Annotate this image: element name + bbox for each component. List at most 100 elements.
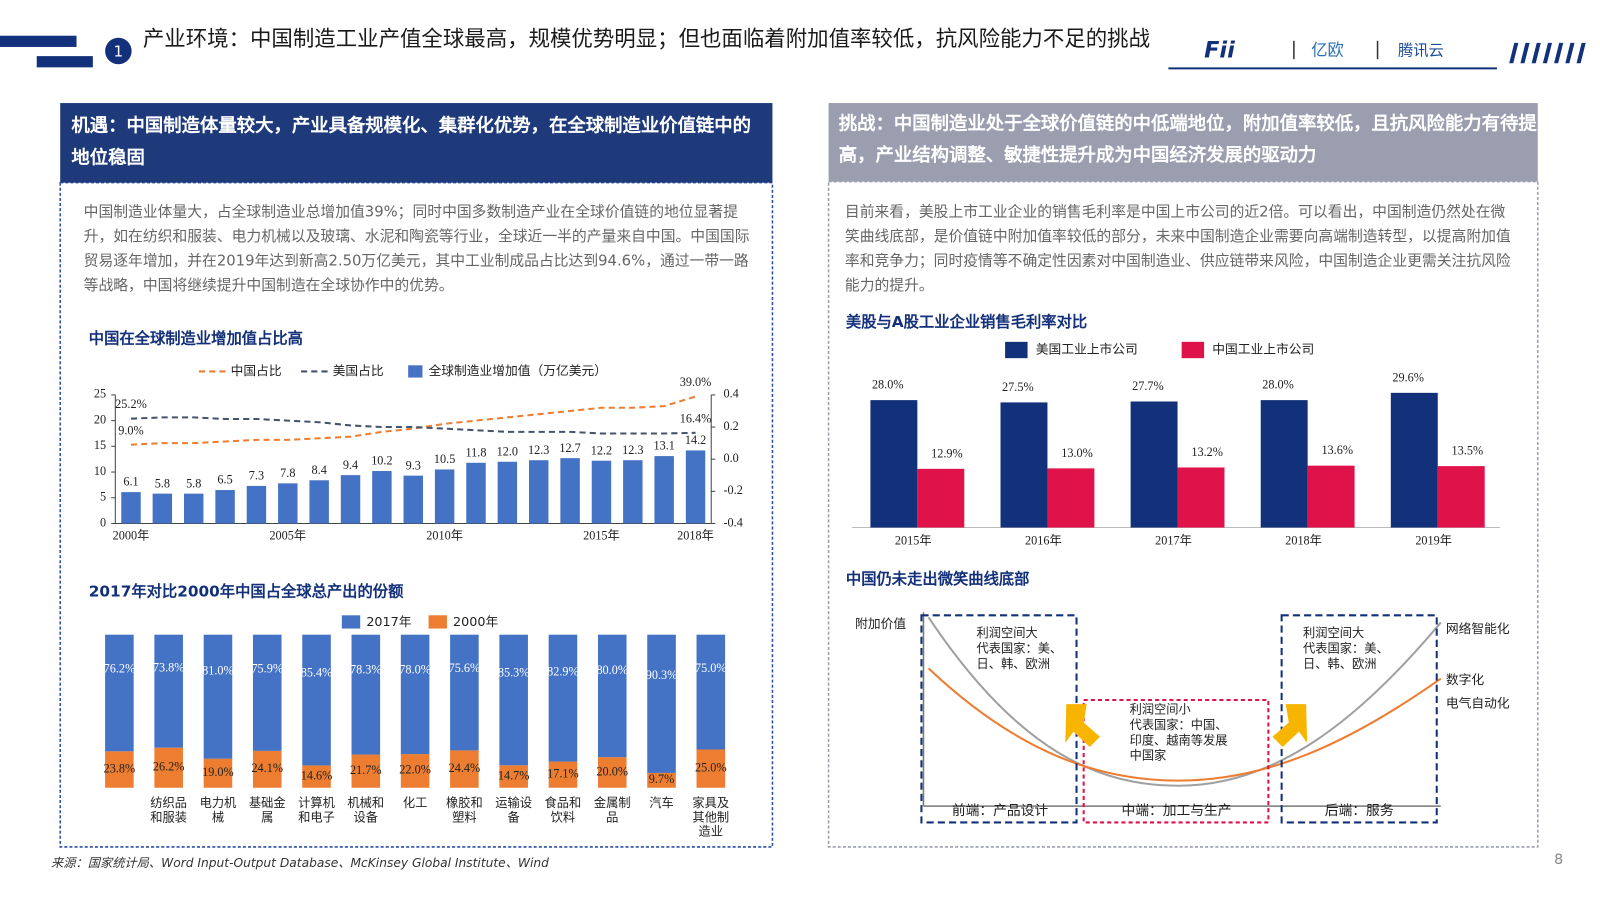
data-label: 25.0% xyxy=(695,760,727,774)
bar xyxy=(654,456,674,524)
legend-swatch xyxy=(408,365,423,378)
bar-segment xyxy=(696,749,726,788)
data-label: 13.2% xyxy=(1191,445,1223,459)
bar xyxy=(1000,402,1048,528)
legend-swatch xyxy=(341,615,361,629)
bar-segment xyxy=(548,761,578,788)
data-label: 90.3% xyxy=(646,668,678,682)
bar xyxy=(528,460,549,524)
x-tick-label: 家具及其他制造业 xyxy=(692,795,730,839)
bar xyxy=(434,469,455,524)
x-tick-label-box: 汽车 xyxy=(649,795,674,811)
legend-label: 中国工业上市公司 xyxy=(1212,342,1314,358)
data-label: 7.8 xyxy=(280,466,295,480)
data-label: 14.2 xyxy=(685,433,706,447)
bar xyxy=(215,490,235,524)
smile-curve xyxy=(927,616,1442,787)
data-label: 78.3% xyxy=(350,662,382,676)
x-tick-label-box: 运输设备 xyxy=(495,795,533,825)
bar-segment xyxy=(548,634,578,762)
smile-curve xyxy=(927,667,1442,782)
data-label: 5.8 xyxy=(186,476,201,490)
data-label: 76.2% xyxy=(104,661,136,675)
data-label: 6.1 xyxy=(123,475,138,489)
legend-label: 美国工业上市公司 xyxy=(1036,342,1138,358)
bar xyxy=(560,458,580,524)
bar xyxy=(591,460,612,524)
y-tick-label: 20 xyxy=(94,412,106,426)
stage-label: 前端：产品设计 xyxy=(952,802,1049,819)
bar xyxy=(309,480,329,524)
data-label: 85.3% xyxy=(498,666,530,680)
header-bar xyxy=(36,56,93,68)
y-tick-label: 25 xyxy=(94,387,106,401)
x-tick-label-box: 食品和饮料 xyxy=(544,795,582,825)
x-tick-label: 2005年 xyxy=(269,529,306,543)
heading-box: 挑战：中国制造业处于全球价值链的中低端地位，附加值率较低，且抗风险能力有待提高，… xyxy=(839,113,1537,166)
data-label: 28.0% xyxy=(1262,378,1294,392)
panel-heading-bg xyxy=(60,103,773,183)
x-tick-label: 机械和设备 xyxy=(347,795,385,825)
y-tick-label: 5 xyxy=(100,490,106,504)
data-label: 19.0% xyxy=(202,765,234,779)
bar-segment xyxy=(450,634,479,751)
x-tick-label: 计算机和电子 xyxy=(298,795,335,825)
data-label: 80.0% xyxy=(596,663,628,677)
data-label: 5.8 xyxy=(155,476,170,490)
x-tick-label: 运输设备 xyxy=(495,795,533,825)
x-tick-label: 纺织品和服装 xyxy=(150,795,188,825)
legend-swatch xyxy=(428,615,447,629)
bar xyxy=(1260,400,1308,528)
section-number: 1 xyxy=(114,43,124,61)
box-text: 代表国家：美、 xyxy=(977,640,1063,655)
data-label: 13.6% xyxy=(1321,443,1353,457)
x-tick-label: 2010年 xyxy=(426,529,463,543)
data-label: 9.7% xyxy=(649,772,674,786)
data-label: 9.0% xyxy=(118,423,143,437)
x-tick-label-box: 纺织品和服装 xyxy=(150,795,188,825)
box-text: 利润空间小 xyxy=(1130,703,1191,717)
data-label: 75.9% xyxy=(251,661,283,675)
header-stripes xyxy=(1509,42,1586,64)
chart-title: 中国在全球制造业增加值占比高 xyxy=(89,329,303,347)
x-tick-label: 食品和饮料 xyxy=(544,795,582,825)
x-tick-label-box: 家具及其他制造业 xyxy=(692,795,730,839)
bar xyxy=(497,461,518,524)
panel-heading-bg xyxy=(828,103,1538,182)
data-label: 8.4 xyxy=(312,463,327,477)
heading-box: 机遇：中国制造体量较大，产业具备规模化、集群化优势，在全球制造业价值链中的地位稳… xyxy=(71,115,751,168)
data-label: 85.4% xyxy=(301,666,333,680)
data-label: 24.4% xyxy=(449,761,481,775)
data-label: 82.9% xyxy=(547,665,579,679)
bar xyxy=(1177,467,1225,528)
x-tick-label-box: 计算机和电子 xyxy=(298,795,335,825)
data-label: 29.6% xyxy=(1392,370,1424,384)
curve-label: 网络智能化 xyxy=(1446,621,1510,637)
y2-tick-label: 0.0 xyxy=(723,451,738,465)
x-tick-label: 汽车 xyxy=(649,795,674,811)
data-label: 7.3 xyxy=(249,469,264,483)
data-label: 26.2% xyxy=(153,760,185,774)
bar-segment xyxy=(499,634,528,766)
bar-segment xyxy=(252,634,282,751)
data-label: 12.3 xyxy=(622,443,643,457)
data-label: 20.0% xyxy=(596,764,628,778)
bar xyxy=(246,485,267,524)
data-label: 81.0% xyxy=(202,664,234,678)
bar-segment xyxy=(597,757,627,788)
stage-box xyxy=(1082,698,1270,824)
bar-segment xyxy=(499,765,528,788)
bar xyxy=(183,493,204,524)
data-label: 10.2 xyxy=(371,454,392,468)
bar xyxy=(870,400,918,528)
data-label: 9.4 xyxy=(343,458,358,472)
data-label: 28.0% xyxy=(872,378,904,392)
bar-segment xyxy=(154,747,183,788)
box-text: 利润空间大 xyxy=(977,626,1038,640)
data-label: 12.2 xyxy=(591,443,612,457)
x-tick-label-box: 化工 xyxy=(403,796,428,810)
slide-title: 产业环境：中国制造工业产值全球最高，规模优势明显；但也面临着附加值率较低，抗风险… xyxy=(142,26,1150,52)
bar xyxy=(1390,392,1438,528)
bar xyxy=(121,492,141,524)
y2-tick-label: -0.2 xyxy=(723,483,742,497)
